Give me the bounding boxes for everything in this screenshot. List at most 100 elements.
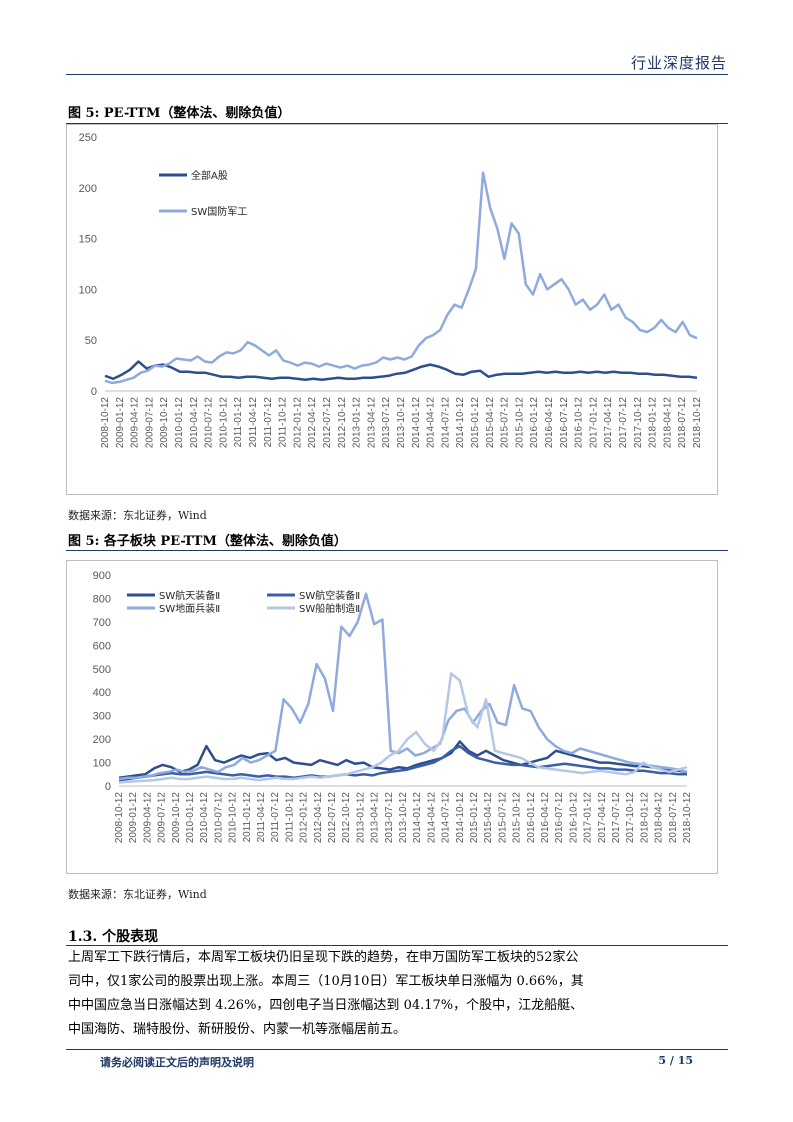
y-tick-label: 800 — [93, 593, 111, 605]
y-tick-label: 0 — [105, 781, 111, 793]
x-tick-label: 2013-10-12 — [396, 397, 407, 449]
x-tick-label: 2012-07-12 — [322, 397, 333, 449]
x-tick-label: 2014-01-12 — [411, 397, 422, 449]
chart1-frame: 0 50 100 150 200 250 2008-10-12 2009-01-12 2009-… — [66, 124, 718, 495]
x-tick-label: 2013-10-12 — [398, 792, 409, 844]
x-tick-label: 2011-07-12 — [270, 792, 281, 843]
section-heading: 1.3. 个股表现 — [68, 929, 159, 945]
x-tick-label: 2009-01-12 — [115, 397, 126, 449]
x-tick-label: 2015-07-12 — [500, 397, 511, 449]
figure2-caption: 图 5: 各子板块 PE-TTM（整体法、剔除负值） — [68, 534, 347, 549]
x-tick-label: 2018-04-12 — [662, 397, 673, 449]
y-tick-label: 400 — [93, 687, 111, 699]
figure2-caption-rule — [66, 550, 728, 551]
x-tick-label: 2015-01-12 — [469, 792, 480, 844]
x-tick-label: 2015-01-12 — [470, 397, 481, 449]
x-tick-label: 2014-04-12 — [426, 397, 437, 449]
figure1-caption: 图 5: PE-TTM（整体法、剔除负值） — [68, 106, 291, 121]
x-tick-label: 2011-04-12 — [256, 792, 267, 843]
x-tick-label: 2014-10-12 — [455, 397, 466, 449]
page-number: 5 / 15 — [658, 1054, 693, 1067]
pe-ttm-chart: 0 50 100 150 200 250 2008-10-12 2009-01-12 2009-… — [79, 132, 703, 449]
x-tick-label: 2017-04-12 — [603, 397, 614, 449]
x-tick-label: 2012-04-12 — [313, 792, 324, 844]
x-tick-label: 2008-10-12 — [100, 397, 111, 449]
x-tick-label: 2010-07-12 — [213, 792, 224, 844]
x-tick-label: 2010-01-12 — [185, 792, 196, 844]
x-tick-label: 2009-10-12 — [159, 397, 170, 449]
x-tick-label: 2016-01-12 — [526, 792, 537, 844]
x-tick-label: 2009-07-12 — [144, 397, 155, 449]
figure1-caption-rule — [66, 123, 728, 124]
x-tick-label: 2016-10-12 — [568, 792, 579, 844]
x-tick-label: 2014-04-12 — [426, 792, 437, 844]
y-tick-label: 600 — [93, 640, 111, 652]
x-tick-label: 2016-04-12 — [544, 397, 555, 449]
legend-label-1: SW航空装备Ⅱ — [299, 589, 360, 602]
series-line-0 — [104, 360, 698, 382]
y-tick-label: 50 — [85, 335, 97, 347]
y-tick-label: 500 — [93, 664, 111, 676]
x-tick-label: 2017-04-12 — [597, 792, 608, 844]
x-tick-label: 2018-10-12 — [682, 792, 693, 844]
x-tick-label: 2015-04-12 — [483, 792, 494, 844]
x-tick-label: 2011-04-12 — [248, 397, 259, 448]
x-tick-label: 2012-07-12 — [327, 792, 338, 844]
footer-rule — [66, 1049, 728, 1050]
header-rule — [66, 74, 728, 75]
x-tick-label: 2014-07-12 — [440, 397, 451, 449]
section-rule — [66, 945, 728, 946]
y-tick-label: 0 — [91, 386, 97, 398]
x-tick-label: 2018-07-12 — [668, 792, 679, 844]
x-tick-label: 2013-01-12 — [355, 792, 366, 844]
series-line-3 — [118, 672, 688, 784]
x-tick-label: 2011-01-12 — [242, 792, 253, 843]
x-tick-label: 2017-10-12 — [633, 397, 644, 449]
section-body: 上周军工下跌行情后，本周军工板块仍旧呈现下跌的趋势，在申万国防军工板块的52家公… — [68, 950, 584, 1037]
figure2-source: 数据来源：东北证券，Wind — [68, 888, 207, 901]
x-tick-label: 2013-07-12 — [384, 792, 395, 844]
x-tick-label: 2011-10-12 — [284, 792, 295, 843]
x-tick-label: 2013-04-12 — [366, 397, 377, 449]
series-line-1 — [104, 171, 698, 385]
series-line-2 — [118, 592, 688, 781]
x-tick-label: 2013-01-12 — [352, 397, 363, 449]
y-tick-label: 100 — [93, 758, 111, 770]
x-tick-label: 2010-07-12 — [204, 397, 215, 449]
x-tick-label: 2010-10-12 — [228, 792, 239, 844]
x-tick-label: 2011-01-12 — [233, 397, 244, 448]
x-tick-label: 2017-07-12 — [618, 397, 629, 449]
x-tick-label: 2009-07-12 — [157, 792, 168, 844]
x-tick-label: 2012-04-12 — [307, 397, 318, 449]
y-tick-label: 200 — [79, 183, 97, 195]
x-tick-label: 2015-07-12 — [497, 792, 508, 844]
series-line-0 — [118, 740, 688, 780]
legend-label-0: 全部A股 — [191, 169, 228, 182]
x-tick-label: 2015-10-12 — [512, 792, 523, 844]
x-tick-label: 2014-10-12 — [455, 792, 466, 844]
x-tick-label: 2018-01-12 — [648, 397, 659, 449]
x-tick-label: 2017-07-12 — [611, 792, 622, 844]
x-tick-label: 2010-04-12 — [199, 792, 210, 844]
chart2-frame: 0 100 200 300 400 500 600 700 800 900 2008-10-12 20… — [66, 560, 718, 874]
footer-disclaimer: 请务必阅读正文后的声明及说明 — [100, 1056, 254, 1069]
x-tick-label: 2015-04-12 — [485, 397, 496, 449]
legend-label-0: SW航天装备Ⅱ — [159, 589, 220, 602]
x-tick-label: 2016-10-12 — [574, 397, 585, 449]
x-tick-label: 2014-01-12 — [412, 792, 423, 844]
x-tick-label: 2009-10-12 — [171, 792, 182, 844]
x-tick-label: 2018-10-12 — [692, 397, 703, 449]
x-tick-label: 2013-04-12 — [370, 792, 381, 844]
series-line-1 — [118, 744, 687, 782]
legend-label-3: SW船舶制造Ⅱ — [299, 602, 360, 615]
x-tick-label: 2017-10-12 — [625, 792, 636, 844]
x-tick-label: 2008-10-12 — [114, 792, 125, 844]
y-tick-label: 250 — [79, 132, 97, 144]
y-tick-label: 700 — [93, 617, 111, 629]
x-tick-label: 2018-01-12 — [639, 792, 650, 844]
y-tick-label: 150 — [79, 234, 97, 246]
x-tick-label: 2012-10-12 — [337, 397, 348, 449]
x-tick-label: 2016-01-12 — [529, 397, 540, 449]
y-tick-label: 200 — [93, 734, 111, 746]
x-tick-label: 2017-01-12 — [588, 397, 599, 449]
